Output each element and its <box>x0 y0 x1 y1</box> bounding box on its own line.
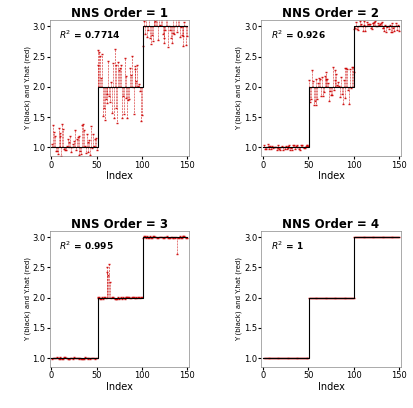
X-axis label: Index: Index <box>106 382 133 392</box>
Title: NNS Order = 1: NNS Order = 1 <box>71 7 168 20</box>
Text: $R^2$ = 0.926: $R^2$ = 0.926 <box>271 29 326 41</box>
X-axis label: Index: Index <box>106 171 133 181</box>
Text: $R^2$ = 0.7714: $R^2$ = 0.7714 <box>59 29 121 41</box>
Title: NNS Order = 4: NNS Order = 4 <box>282 218 380 231</box>
Text: $R^2$ = 0.995: $R^2$ = 0.995 <box>59 239 114 252</box>
Text: $R^2$ = 1: $R^2$ = 1 <box>271 239 304 252</box>
Title: NNS Order = 2: NNS Order = 2 <box>282 7 380 20</box>
X-axis label: Index: Index <box>318 171 344 181</box>
Y-axis label: Y (black) and Y.hat (red): Y (black) and Y.hat (red) <box>24 257 31 341</box>
Y-axis label: Y (black) and Y.hat (red): Y (black) and Y.hat (red) <box>236 47 242 131</box>
Title: NNS Order = 3: NNS Order = 3 <box>71 218 168 231</box>
X-axis label: Index: Index <box>318 382 344 392</box>
Y-axis label: Y (black) and Y.hat (red): Y (black) and Y.hat (red) <box>24 47 31 131</box>
Y-axis label: Y (black) and Y.hat (red): Y (black) and Y.hat (red) <box>236 257 242 341</box>
